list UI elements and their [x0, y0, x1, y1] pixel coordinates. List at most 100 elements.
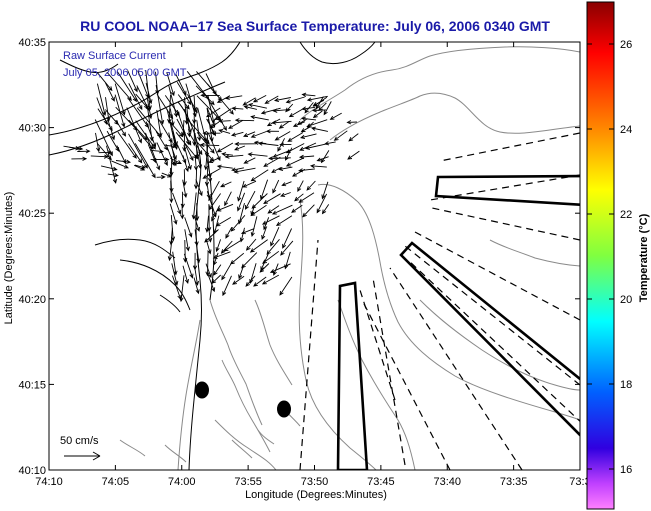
current-vector — [266, 239, 280, 255]
current-vector — [166, 72, 175, 97]
current-vector — [280, 240, 294, 256]
current-vector — [304, 102, 314, 114]
current-vector — [279, 276, 293, 296]
station-marker — [277, 400, 291, 418]
current-vector — [205, 215, 210, 233]
current-vector — [161, 172, 173, 178]
current-vector — [237, 192, 246, 212]
current-vector — [145, 121, 157, 148]
map-area: 50 cm/s Raw Surface Current July 05, 200… — [49, 42, 580, 470]
current-vector — [277, 138, 285, 152]
y-axis-label: Latitude (Degrees:Minutes) — [3, 192, 15, 325]
current-vector — [107, 172, 119, 178]
x-tick-label: 73:55 — [234, 476, 262, 488]
current-vector — [196, 120, 202, 142]
current-vector — [114, 94, 126, 128]
current-vector — [285, 103, 294, 113]
current-vector — [224, 95, 243, 100]
x-axis: 74:10 74:05 74:00 73:55 73:50 73:45 73:40 73:35… — [35, 42, 591, 488]
current-vector — [176, 118, 192, 146]
current-vector — [278, 166, 293, 172]
current-vector — [243, 157, 256, 164]
current-vector — [126, 107, 142, 144]
current-vector — [206, 191, 217, 218]
current-vector — [288, 108, 304, 118]
current-vector — [242, 180, 257, 188]
current-vector — [117, 131, 137, 159]
current-vector — [321, 181, 329, 200]
current-vector — [312, 110, 323, 119]
current-vector — [134, 164, 146, 171]
current-vector — [95, 132, 101, 153]
current-vector — [183, 253, 194, 279]
current-vector — [96, 71, 113, 92]
current-vector — [281, 181, 292, 187]
current-vector — [105, 82, 115, 102]
current-vector — [207, 275, 216, 293]
current-vector — [164, 144, 177, 149]
current-vector — [208, 193, 221, 211]
current-vector — [71, 156, 88, 161]
current-vector — [184, 217, 193, 238]
current-vector — [200, 93, 220, 98]
current-vector — [300, 116, 317, 121]
current-vector — [170, 157, 182, 164]
current-vector — [167, 94, 172, 124]
current-vector — [230, 215, 246, 232]
current-vector — [191, 192, 197, 220]
legend-line-2: July 05, 2006 05:00 GMT — [63, 67, 187, 79]
current-vector — [145, 82, 153, 105]
current-vector — [228, 120, 244, 129]
current-vector — [202, 130, 221, 136]
colorbar — [586, 1, 615, 510]
current-vector — [211, 205, 220, 222]
current-vector — [170, 144, 177, 161]
current-vector — [272, 179, 280, 194]
current-vector — [245, 238, 257, 251]
current-vector — [247, 152, 268, 157]
current-vector — [269, 263, 291, 273]
current-vector — [183, 108, 192, 134]
current-vector — [199, 142, 220, 148]
current-vector — [298, 168, 315, 173]
current-vector — [309, 163, 327, 169]
current-vector — [272, 149, 291, 158]
current-vector — [306, 180, 316, 191]
current-vector — [156, 174, 166, 180]
current-vector — [278, 121, 290, 129]
x-tick-label: 74:10 — [35, 476, 63, 488]
current-vector — [208, 157, 221, 163]
current-vector — [346, 120, 357, 125]
current-vector — [316, 193, 328, 214]
current-vector — [192, 95, 197, 112]
current-vector — [184, 229, 190, 252]
current-vector — [230, 131, 244, 137]
current-vector — [216, 142, 234, 153]
current-vector — [239, 227, 245, 243]
current-vector — [324, 141, 336, 146]
colorbar-tick-label: 22 — [620, 209, 632, 221]
current-vector — [348, 133, 359, 142]
current-vector — [184, 143, 194, 162]
current-vector — [249, 239, 268, 253]
station-marker — [195, 381, 209, 399]
current-vector — [167, 239, 173, 262]
colorbar-tick-label: 16 — [620, 464, 632, 476]
current-vector — [273, 97, 291, 103]
y-axis: 40:35 40:30 40:25 40:20 40:15 40:10 — [18, 37, 580, 477]
current-vector — [234, 118, 255, 123]
current-vector — [205, 250, 210, 277]
scale-label: 50 cm/s — [60, 435, 99, 447]
current-vector — [169, 108, 175, 127]
current-vector — [212, 252, 219, 266]
current-vector — [221, 264, 232, 281]
current-vector — [176, 81, 192, 106]
current-vector — [301, 92, 316, 97]
current-vector — [172, 251, 178, 276]
current-vector — [216, 203, 234, 212]
current-vector — [261, 227, 267, 240]
current-vector — [211, 274, 222, 284]
current-vector — [206, 83, 234, 115]
current-vector — [263, 193, 281, 205]
scale-arrow — [64, 451, 101, 461]
